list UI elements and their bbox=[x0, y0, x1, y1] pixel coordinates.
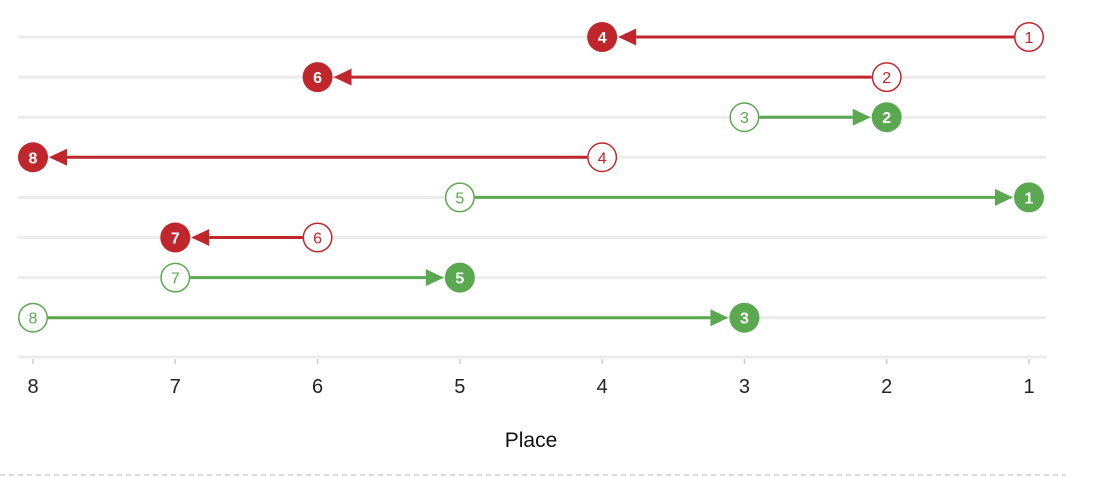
end-marker-label: 1 bbox=[1025, 190, 1034, 207]
end-marker bbox=[444, 262, 475, 293]
x-tick-label: 4 bbox=[597, 376, 608, 398]
start-marker-label: 5 bbox=[455, 190, 464, 207]
start-marker bbox=[302, 222, 333, 253]
arrow-head bbox=[49, 148, 67, 166]
end-marker-label: 4 bbox=[598, 30, 607, 47]
start-marker bbox=[587, 142, 618, 173]
end-marker-label: 8 bbox=[29, 150, 38, 167]
start-marker-label: 7 bbox=[171, 271, 180, 288]
end-marker bbox=[871, 102, 902, 133]
end-marker-label: 6 bbox=[313, 70, 322, 87]
x-tick-label: 3 bbox=[739, 376, 750, 398]
end-marker bbox=[302, 62, 333, 93]
x-axis: 8 7 6 5 4 3 2 1 bbox=[18, 355, 1046, 398]
start-marker bbox=[18, 302, 48, 333]
end-marker-label: 3 bbox=[740, 311, 749, 328]
x-tick-label: 8 bbox=[27, 376, 38, 398]
arrow-head bbox=[191, 229, 210, 246]
start-marker-label: 8 bbox=[29, 311, 38, 328]
x-tick-label: 2 bbox=[881, 376, 892, 398]
arrow-head bbox=[710, 309, 729, 327]
x-tick-label: 1 bbox=[1023, 376, 1034, 398]
end-marker-label: 5 bbox=[455, 271, 464, 288]
x-tick-label: 6 bbox=[312, 376, 323, 398]
end-marker-label: 2 bbox=[882, 110, 891, 127]
end-marker bbox=[587, 22, 618, 52]
arrow-head bbox=[333, 68, 352, 86]
arrow-head bbox=[425, 269, 444, 287]
start-marker bbox=[444, 182, 475, 213]
start-marker-label: 3 bbox=[740, 110, 749, 127]
start-marker-label: 6 bbox=[313, 231, 322, 248]
arrow-head bbox=[995, 188, 1013, 206]
start-marker-label: 1 bbox=[1025, 30, 1034, 47]
end-marker bbox=[1014, 182, 1044, 213]
end-marker bbox=[160, 222, 191, 253]
start-marker bbox=[1014, 22, 1044, 52]
start-marker bbox=[871, 62, 902, 93]
marker-layer: 1 4 2 6 3 2 4 8 5 1 6 7 7 5 8 3 bbox=[18, 22, 1044, 333]
end-marker bbox=[729, 302, 760, 333]
start-marker bbox=[160, 262, 191, 293]
arrow-head bbox=[852, 108, 871, 126]
x-tick-label: 7 bbox=[170, 376, 181, 398]
x-tick-label: 5 bbox=[454, 376, 465, 398]
start-marker bbox=[729, 102, 760, 133]
arrow-layer bbox=[48, 28, 1014, 327]
end-marker-label: 7 bbox=[171, 231, 180, 248]
start-marker-label: 2 bbox=[882, 70, 891, 87]
end-marker bbox=[18, 142, 48, 173]
start-marker-label: 4 bbox=[598, 150, 607, 167]
arrow-head bbox=[618, 28, 637, 46]
x-axis-title: Place bbox=[505, 429, 558, 452]
